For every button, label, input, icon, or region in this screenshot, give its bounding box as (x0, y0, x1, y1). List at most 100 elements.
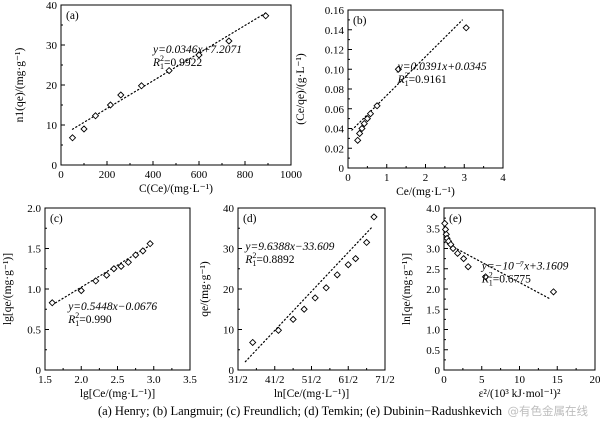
data-point (77, 286, 85, 295)
y-tick-label: 0.14 (325, 25, 345, 37)
x-tick-label: 1.5 (38, 374, 52, 386)
plot-frame (347, 9, 504, 169)
y-axis-label: qe/(mg·g⁻¹) (199, 261, 211, 317)
data-point (262, 12, 270, 20)
data-point (80, 125, 88, 133)
y-tick-label: 30 (223, 244, 235, 256)
x-axis-label: ε²/(10³ kJ·mol⁻¹)² (479, 388, 561, 400)
data-point (464, 263, 472, 271)
x-tick-label: 3 (462, 172, 468, 184)
fit-line (443, 241, 551, 300)
data-point (165, 66, 173, 75)
data-point (139, 247, 147, 255)
data-point (373, 102, 381, 110)
panel-label: (c) (50, 213, 63, 225)
y-tick-label: 20 (223, 284, 235, 296)
plot-frame (60, 4, 292, 166)
data-point (274, 326, 283, 334)
chart-panel-4: 31/2 41/2 51/2 61/2 71/2 0 10 20 30 40 ln[Ce/(mg·L… (199, 203, 395, 400)
fit-equation: y=0.0346x+7.2071 (152, 44, 242, 56)
data-point (351, 254, 360, 263)
x-tick-label: 1 (384, 172, 390, 184)
y-tick-label: 1.0 (27, 284, 41, 296)
fit-r-squared: R12=0.9922 (152, 54, 202, 71)
data-point (92, 277, 100, 285)
x-tick-label: 600 (191, 169, 208, 181)
data-point (322, 284, 330, 292)
y-tick-label: 0 (52, 160, 58, 172)
x-tick-label: 0 (345, 172, 351, 184)
panel-label: (a) (66, 10, 79, 22)
plot-frame (44, 207, 191, 371)
y-tick-label: 2.0 (426, 284, 440, 296)
y-tick-label: 3.0 (426, 244, 440, 256)
x-tick-label: 61/2 (338, 374, 358, 386)
x-tick-label: 0 (441, 374, 447, 386)
data-point (289, 315, 297, 324)
y-axis-label: n1(qe)/(mg·g⁻¹) (14, 48, 26, 123)
fit-r-squared: R12=0.6775 (481, 271, 531, 288)
y-tick-label: 0.5 (426, 345, 440, 357)
panel-label: (d) (243, 213, 257, 225)
data-point (195, 51, 203, 59)
data-point (459, 254, 468, 263)
x-axis-label: ln[Ce/(mg·L⁻¹)] (274, 388, 349, 400)
y-tick-label: 20 (46, 80, 58, 92)
fit-equation: y=0.0391x+0.0345 (397, 61, 487, 73)
fit-line (71, 12, 267, 130)
data-point (344, 261, 352, 269)
x-tick-label: 2 (423, 172, 429, 184)
y-axis-label: (Ce/qe)/(g·L⁻¹) (295, 53, 307, 125)
data-point (354, 136, 362, 144)
chart-panel-2: 0 1 2 3 4 0 0.02 0.04 0.06 0.08 0.10 0.12 0.14 0.16 Ce… (295, 5, 506, 198)
y-tick-label: 0 (36, 365, 42, 377)
data-point (363, 114, 372, 123)
y-tick-label: 0 (229, 365, 235, 377)
data-point (462, 24, 470, 32)
fit-r-squared: R12=0.8892 (244, 251, 294, 268)
x-tick-label: 800 (237, 169, 254, 181)
x-tick-label: 0 (58, 169, 64, 181)
data-point (131, 251, 140, 259)
x-tick-label: 10 (514, 374, 526, 386)
chart-panel-1: 0 200 400 600 800 1000 0 10 20 30 40 C(Ce)/(mg·L⁻¹)… (14, 0, 303, 195)
fit-line (244, 226, 373, 363)
watermark-text: @有色金属在线 (507, 404, 589, 418)
x-tick-label: 41/2 (265, 374, 285, 386)
panel-label: (e) (449, 213, 462, 225)
y-tick-label: 1.5 (27, 244, 41, 256)
data-point (358, 124, 366, 133)
fit-line (351, 19, 463, 131)
data-point (91, 112, 100, 120)
x-tick-label: 5 (479, 374, 485, 386)
x-tick-label: 2.5 (111, 374, 125, 386)
y-tick-label: 2.0 (27, 203, 41, 215)
y-tick-label: 3.5 (426, 223, 440, 235)
x-tick-label: 1000 (280, 169, 303, 181)
y-tick-label: 40 (223, 203, 235, 215)
x-tick-label: 15 (552, 374, 564, 386)
data-point (300, 305, 308, 313)
y-tick-label: 0.06 (325, 104, 345, 116)
y-tick-label: 0.02 (325, 143, 344, 155)
plot-frame (237, 207, 386, 371)
data-point (225, 37, 233, 45)
chart-panel-3: 1.5 2.0 2.5 3.0 3.5 0 0.5 1.0 1.5 2.0 lg[Ce/(mg·L⁻… (2, 203, 197, 400)
y-tick-label: 2.5 (426, 264, 440, 276)
y-tick-label: 0 (435, 365, 441, 377)
y-tick-label: 0.04 (325, 124, 345, 136)
y-axis-label: ln[qe/(mg·g⁻¹)] (401, 253, 413, 325)
y-tick-label: 40 (46, 0, 58, 12)
x-tick-label: 200 (99, 169, 116, 181)
x-tick-label: 31/2 (228, 374, 248, 386)
data-point (249, 338, 257, 347)
data-point (370, 213, 378, 221)
data-point (453, 249, 462, 257)
data-point (106, 101, 115, 109)
x-tick-label: 4 (500, 172, 506, 184)
data-point (117, 262, 125, 270)
y-tick-label: 0.5 (27, 325, 41, 337)
chart-panel-5: 0 5 10 15 20 0 0.5 1.0 1.5 2.0 2.5 3.0 3.5 4.0 ε²/(10³… (401, 203, 600, 400)
panel-label: (b) (353, 15, 367, 27)
y-tick-label: 0.12 (325, 45, 344, 57)
